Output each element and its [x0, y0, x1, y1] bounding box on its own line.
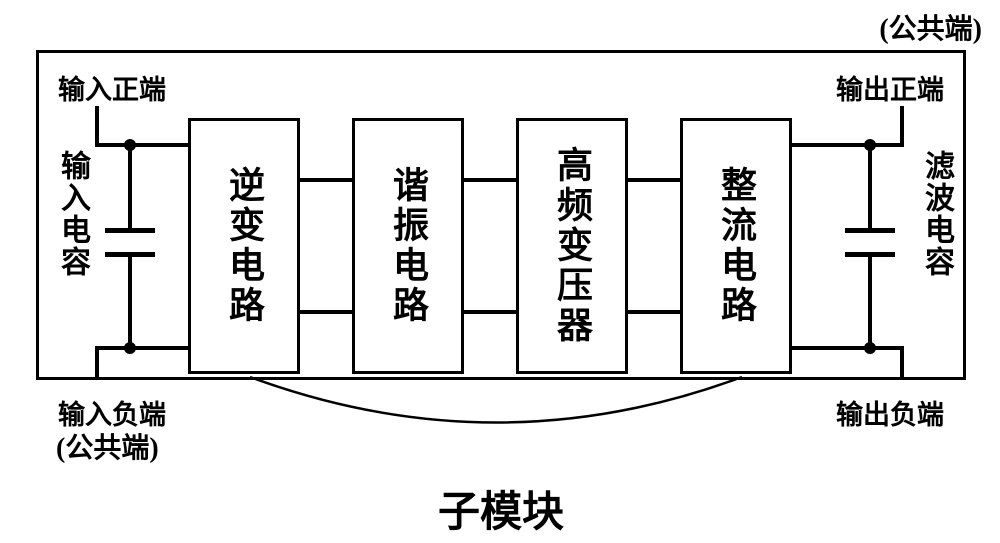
label-input-cap: 输入电容 [50, 150, 94, 278]
wire [900, 346, 904, 380]
capacitor-plate [845, 228, 895, 233]
submodule-frame [36, 50, 966, 380]
wire-bot-right [792, 346, 904, 350]
wire-between [300, 178, 352, 182]
label-output-neg: 输出负端 [836, 393, 944, 432]
wire-top-left [95, 143, 190, 147]
block-transformer: 高频变压器 [516, 118, 628, 374]
wire [868, 257, 872, 348]
label-output-pos: 输出正端 [836, 68, 944, 107]
capacitor-plate [105, 228, 155, 233]
wire-top-right [792, 143, 904, 147]
wire [95, 106, 99, 147]
wire-between [464, 310, 516, 314]
wire [128, 145, 132, 230]
label-common-bottom: (公共端) [56, 426, 159, 466]
block-rectifier: 整流电路 [680, 118, 792, 374]
wire [868, 145, 872, 230]
label-common-top: (公共端) [879, 7, 982, 47]
label-submodule: 子模块 [438, 478, 564, 539]
wire-between [628, 310, 680, 314]
wire [900, 106, 904, 147]
block-resonant-label: 谐振电路 [382, 166, 434, 326]
label-input-pos: 输入正端 [58, 68, 166, 107]
block-resonant: 谐振电路 [352, 118, 464, 374]
label-filter-cap: 滤波电容 [914, 150, 958, 278]
wire-between [628, 178, 680, 182]
wire-bot-left [95, 346, 190, 350]
wire [128, 257, 132, 348]
wire-between [464, 178, 516, 182]
wire [95, 346, 99, 380]
wire-between [300, 310, 352, 314]
block-inverter-label: 逆变电路 [218, 166, 270, 326]
block-inverter: 逆变电路 [188, 118, 300, 374]
block-rectifier-label: 整流电路 [710, 166, 762, 326]
block-transformer-label: 高频变压器 [546, 146, 598, 346]
